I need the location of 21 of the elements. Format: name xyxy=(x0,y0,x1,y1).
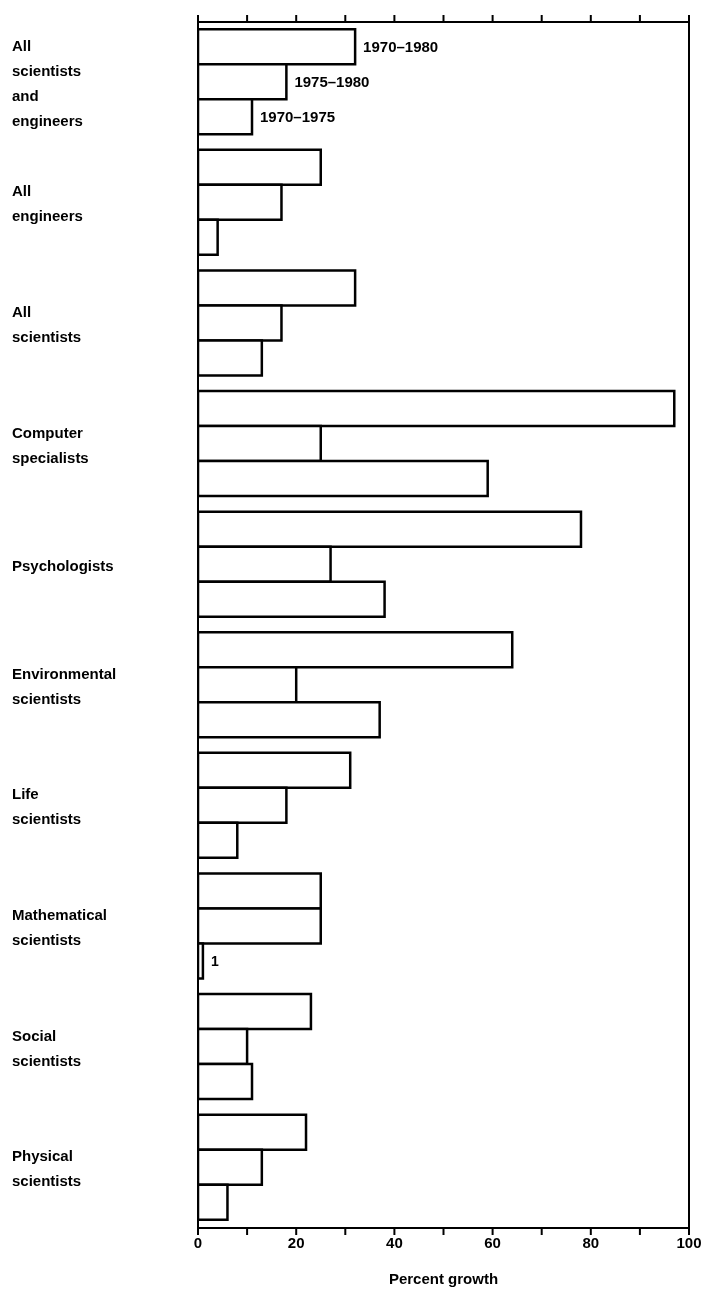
y-tick-label: Environmental scientists xyxy=(12,664,117,707)
data-label: 1 xyxy=(210,952,219,969)
y-tick-label: Physical scientists xyxy=(12,1146,82,1189)
x-tick-label: 40 xyxy=(386,1233,403,1251)
x-tick-label: 60 xyxy=(484,1233,501,1251)
y-tick-label: All engineers xyxy=(12,181,83,224)
x-tick-label: 100 xyxy=(676,1233,702,1251)
y-tick-label: Mathematical scientists xyxy=(12,905,108,948)
x-tick-label: 80 xyxy=(582,1233,600,1251)
series-label: 1970–1975 xyxy=(260,108,336,126)
x-tick-label: 0 xyxy=(193,1233,203,1251)
y-tick-label: All scientists and engineers xyxy=(12,36,83,129)
y-tick-label: Social scientists xyxy=(12,1026,82,1069)
y-tick-label: Computer specialists xyxy=(12,423,89,466)
y-tick-label: Life scientists xyxy=(12,784,82,827)
y-tick-label: Psychologists xyxy=(12,556,114,574)
series-label: 1975–1980 xyxy=(294,73,370,91)
y-tick-label: All scientists xyxy=(12,302,82,345)
x-axis-title: Percent growth xyxy=(388,1270,499,1287)
x-tick-label: 20 xyxy=(287,1233,305,1251)
legend-label: 1970–1980 xyxy=(363,38,439,56)
